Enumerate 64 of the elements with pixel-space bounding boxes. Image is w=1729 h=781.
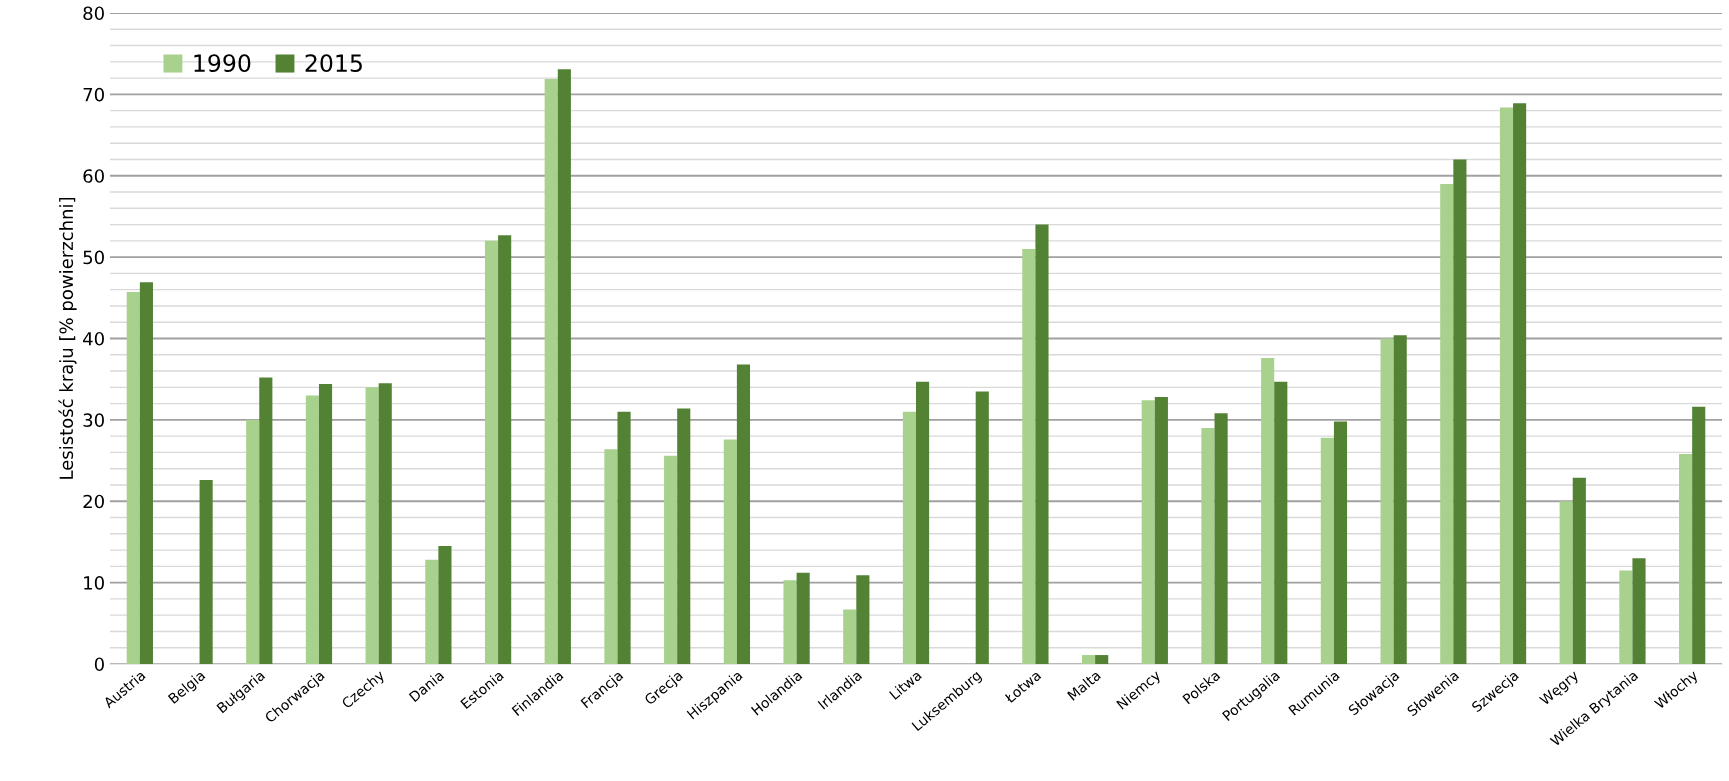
- y-tick-label: 70: [83, 87, 104, 102]
- bar: [1274, 381, 1288, 664]
- y-tick-label: 50: [83, 250, 104, 265]
- bar: [1022, 248, 1036, 664]
- bar: [1440, 183, 1454, 664]
- bar: [1035, 224, 1049, 664]
- bar: [1141, 400, 1155, 664]
- bar: [1572, 477, 1586, 664]
- bar: [438, 546, 452, 664]
- bar: [1559, 501, 1573, 664]
- bar: [1619, 570, 1633, 664]
- bar: [1333, 421, 1348, 664]
- y-axis-title: Lesistość kraju [% powierzchni]: [58, 197, 77, 479]
- bar: [604, 449, 618, 664]
- bar: [199, 480, 213, 664]
- bar: [557, 69, 571, 664]
- bar: [378, 383, 392, 664]
- bar: [1513, 103, 1527, 664]
- bar: [796, 572, 810, 664]
- legend-label: 2015: [305, 54, 362, 73]
- y-tick-label: 10: [84, 576, 104, 590]
- bar: [246, 419, 260, 664]
- bar: [902, 411, 916, 664]
- bar: [425, 559, 439, 664]
- bar: [843, 609, 857, 664]
- bar: [1393, 335, 1407, 664]
- bar: [1201, 428, 1215, 664]
- bar: [1081, 655, 1096, 664]
- bar: [484, 240, 499, 664]
- bar: [498, 235, 512, 664]
- bar: [1261, 358, 1275, 664]
- bar: [1320, 437, 1334, 664]
- bar: [126, 292, 140, 664]
- bar: [1692, 406, 1706, 664]
- bar: [664, 455, 678, 664]
- bar: [723, 439, 737, 664]
- bar: [259, 377, 273, 664]
- bar: [1095, 655, 1109, 664]
- bar: [139, 282, 153, 664]
- bar: [365, 387, 379, 664]
- y-tick-label: 40: [83, 331, 104, 346]
- bar: [318, 384, 333, 664]
- bar: [916, 381, 930, 664]
- bar: [1154, 397, 1168, 664]
- y-tick-label: 0: [94, 657, 104, 672]
- legend-label: 1990: [194, 54, 251, 73]
- bar: [305, 395, 319, 664]
- bar: [1499, 107, 1514, 664]
- bar: [677, 408, 691, 664]
- bar: [736, 364, 751, 664]
- y-tick-label: 80: [83, 6, 104, 21]
- bar: [783, 580, 797, 664]
- bar: [1679, 454, 1693, 664]
- y-tick-label: 60: [83, 169, 104, 183]
- bar: [856, 575, 870, 664]
- bar: [1453, 159, 1467, 664]
- bar: [1632, 558, 1646, 664]
- bar: [544, 78, 558, 664]
- y-tick-label: 20: [83, 494, 104, 509]
- bar: [975, 391, 989, 664]
- bar: [617, 411, 631, 664]
- bar: [1214, 413, 1228, 664]
- bar: [1380, 338, 1394, 664]
- y-tick-label: 30: [83, 413, 104, 427]
